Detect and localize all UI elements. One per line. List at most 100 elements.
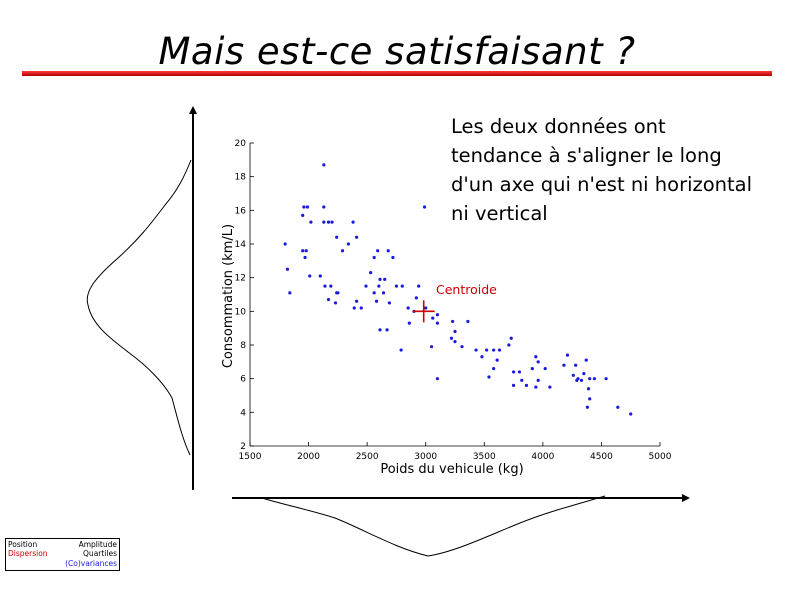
vertical-marginal-curve bbox=[86, 159, 192, 456]
x-tick-label: 3500 bbox=[473, 452, 496, 462]
data-point bbox=[453, 329, 457, 334]
data-point bbox=[584, 358, 588, 362]
data-point bbox=[422, 205, 427, 209]
data-point bbox=[304, 249, 308, 253]
data-point bbox=[364, 284, 368, 288]
y-ticks: 2 4 6 8 10 12 14 16 18 20 bbox=[235, 139, 254, 452]
data-point bbox=[386, 249, 390, 253]
data-point bbox=[485, 348, 489, 352]
y-tick-label: 10 bbox=[235, 307, 247, 317]
data-point bbox=[575, 378, 579, 382]
data-point bbox=[323, 284, 327, 288]
legend-position: Position bbox=[8, 540, 38, 549]
data-point bbox=[435, 321, 440, 325]
data-point bbox=[588, 397, 592, 401]
data-point bbox=[507, 343, 511, 347]
data-point bbox=[355, 235, 359, 239]
data-point bbox=[285, 267, 290, 271]
data-point bbox=[511, 383, 516, 387]
y-tick-label: 8 bbox=[240, 341, 246, 351]
data-point bbox=[394, 284, 399, 288]
x-tick-label: 5000 bbox=[649, 452, 672, 462]
data-point bbox=[346, 242, 350, 246]
data-point bbox=[451, 319, 455, 324]
data-point bbox=[449, 336, 454, 340]
data-point bbox=[480, 355, 484, 359]
data-point bbox=[359, 306, 363, 310]
data-point bbox=[301, 213, 305, 217]
y-axis-label: Consommation (km/L) bbox=[221, 224, 236, 368]
data-point bbox=[329, 284, 333, 288]
y-tick-label: 20 bbox=[235, 139, 247, 149]
data-point bbox=[487, 375, 491, 379]
data-point bbox=[305, 205, 309, 209]
data-point bbox=[431, 316, 435, 320]
data-point bbox=[372, 291, 376, 295]
data-point bbox=[520, 378, 524, 382]
x-axis-label: Poids du vehicule (kg) bbox=[380, 462, 523, 477]
centroid-marker bbox=[412, 300, 435, 323]
data-point bbox=[400, 284, 404, 288]
data-point bbox=[301, 249, 305, 253]
legend-quartiles: Quartiles bbox=[83, 549, 117, 558]
data-point bbox=[377, 284, 381, 288]
legend-covariances: (Co)variances bbox=[65, 559, 117, 568]
data-point bbox=[582, 372, 586, 376]
data-point bbox=[407, 321, 411, 325]
data-point bbox=[536, 360, 540, 364]
data-point bbox=[318, 274, 322, 278]
x-tick-label: 4000 bbox=[531, 452, 554, 462]
data-point bbox=[355, 299, 359, 303]
data-point bbox=[283, 242, 287, 246]
data-point bbox=[509, 336, 513, 340]
slide-title: Mais est-ce satisfaisant ? bbox=[158, 30, 636, 73]
data-point bbox=[383, 277, 387, 281]
data-point bbox=[579, 378, 584, 382]
data-point bbox=[511, 370, 516, 374]
note-line: tendance à s'aligner le long bbox=[451, 144, 722, 167]
explanation-text: Les deux données ont tendance à s'aligne… bbox=[451, 112, 781, 228]
data-point bbox=[588, 377, 592, 381]
y-tick-label: 16 bbox=[235, 206, 247, 216]
data-point bbox=[391, 255, 395, 260]
x-tick-label: 4500 bbox=[590, 452, 613, 462]
data-point bbox=[322, 205, 326, 209]
data-point bbox=[492, 366, 496, 371]
data-point bbox=[497, 348, 502, 352]
data-points bbox=[283, 163, 633, 416]
data-point bbox=[492, 348, 496, 352]
note-line: d'un axe qui n'est ni horizontal bbox=[451, 173, 753, 196]
x-tick-label: 2000 bbox=[297, 452, 320, 462]
data-point bbox=[474, 348, 478, 352]
data-point bbox=[378, 277, 382, 281]
data-point bbox=[592, 377, 597, 381]
y-tick-label: 2 bbox=[240, 442, 246, 452]
data-point bbox=[424, 306, 428, 310]
data-point bbox=[435, 313, 440, 317]
data-point bbox=[574, 363, 578, 367]
data-point bbox=[604, 377, 608, 381]
data-point bbox=[453, 340, 457, 344]
y-tick-label: 6 bbox=[240, 375, 246, 385]
data-point bbox=[429, 345, 434, 349]
data-point bbox=[340, 249, 345, 253]
x-tick-label: 3000 bbox=[414, 452, 437, 462]
data-point bbox=[417, 284, 421, 288]
data-point bbox=[530, 366, 534, 371]
data-point bbox=[336, 291, 340, 295]
x-ticks: 1500 2000 2500 3000 3500 4000 4500 5000 bbox=[239, 442, 672, 462]
data-point bbox=[495, 358, 499, 362]
data-point bbox=[387, 301, 391, 305]
data-point bbox=[330, 220, 334, 224]
data-point bbox=[333, 301, 338, 305]
data-point bbox=[381, 291, 386, 295]
data-point bbox=[335, 235, 339, 239]
data-point bbox=[543, 366, 547, 371]
data-point bbox=[369, 271, 373, 275]
title-underline bbox=[22, 71, 772, 76]
data-point bbox=[571, 373, 575, 377]
data-point bbox=[376, 249, 380, 253]
centroid-label: Centroide bbox=[436, 282, 497, 297]
data-point bbox=[326, 297, 331, 302]
